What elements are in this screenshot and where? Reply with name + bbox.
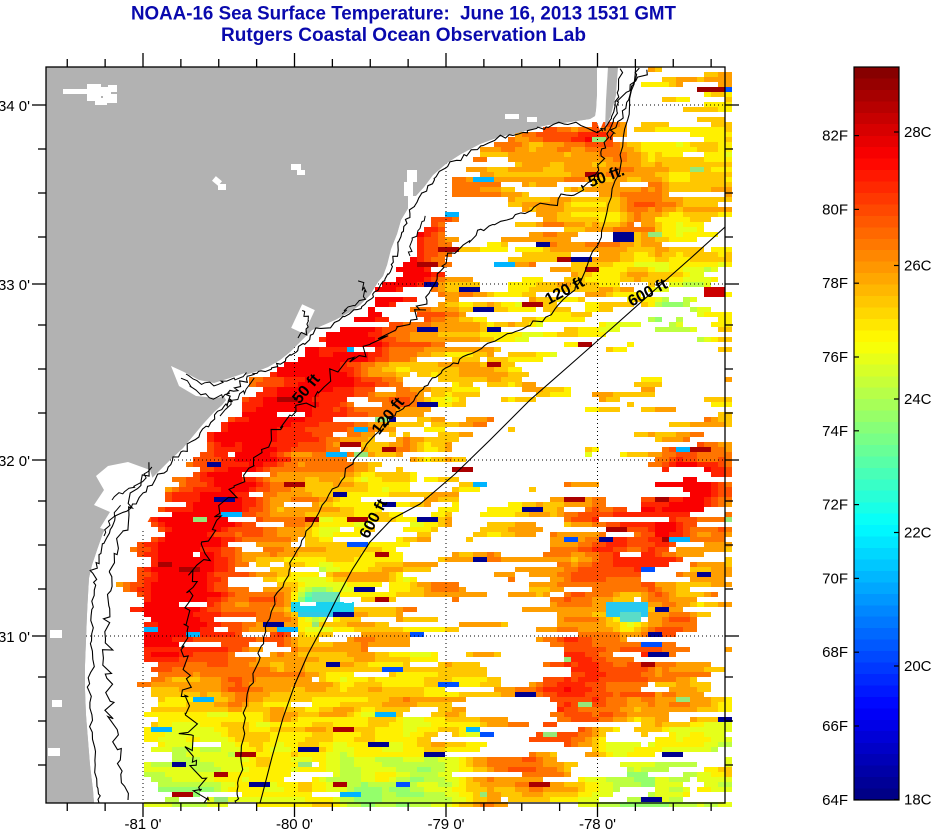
svg-text:20C: 20C xyxy=(904,658,932,675)
svg-text:31 0': 31 0' xyxy=(0,629,30,646)
svg-text:18C: 18C xyxy=(904,792,932,809)
svg-text:76F: 76F xyxy=(822,349,848,366)
svg-text:28C: 28C xyxy=(904,124,932,141)
svg-text:24C: 24C xyxy=(904,391,932,408)
svg-text:72F: 72F xyxy=(822,497,848,514)
svg-text:74F: 74F xyxy=(822,423,848,440)
svg-text:-80 0': -80 0' xyxy=(276,816,313,832)
svg-text:66F: 66F xyxy=(822,718,848,735)
svg-text:33 0': 33 0' xyxy=(0,277,30,294)
svg-text:70F: 70F xyxy=(822,570,848,587)
svg-text:80F: 80F xyxy=(822,201,848,218)
svg-text:78F: 78F xyxy=(822,275,848,292)
svg-text:32 0': 32 0' xyxy=(0,453,30,470)
svg-text:82F: 82F xyxy=(822,128,848,145)
svg-text:34 0': 34 0' xyxy=(0,98,30,115)
svg-text:68F: 68F xyxy=(822,644,848,661)
svg-text:NOAA-16 Sea Surface Temperatur: NOAA-16 Sea Surface Temperature: June 16… xyxy=(131,4,676,25)
svg-text:Rutgers Coastal Ocean Observat: Rutgers Coastal Ocean Observation Lab xyxy=(221,25,586,46)
svg-text:64F: 64F xyxy=(822,792,848,809)
svg-text:22C: 22C xyxy=(904,525,932,542)
svg-text:-78 0': -78 0' xyxy=(579,816,616,832)
svg-text:-81 0': -81 0' xyxy=(124,816,161,832)
svg-text:-79 0': -79 0' xyxy=(427,816,464,832)
svg-text:26C: 26C xyxy=(904,258,932,275)
